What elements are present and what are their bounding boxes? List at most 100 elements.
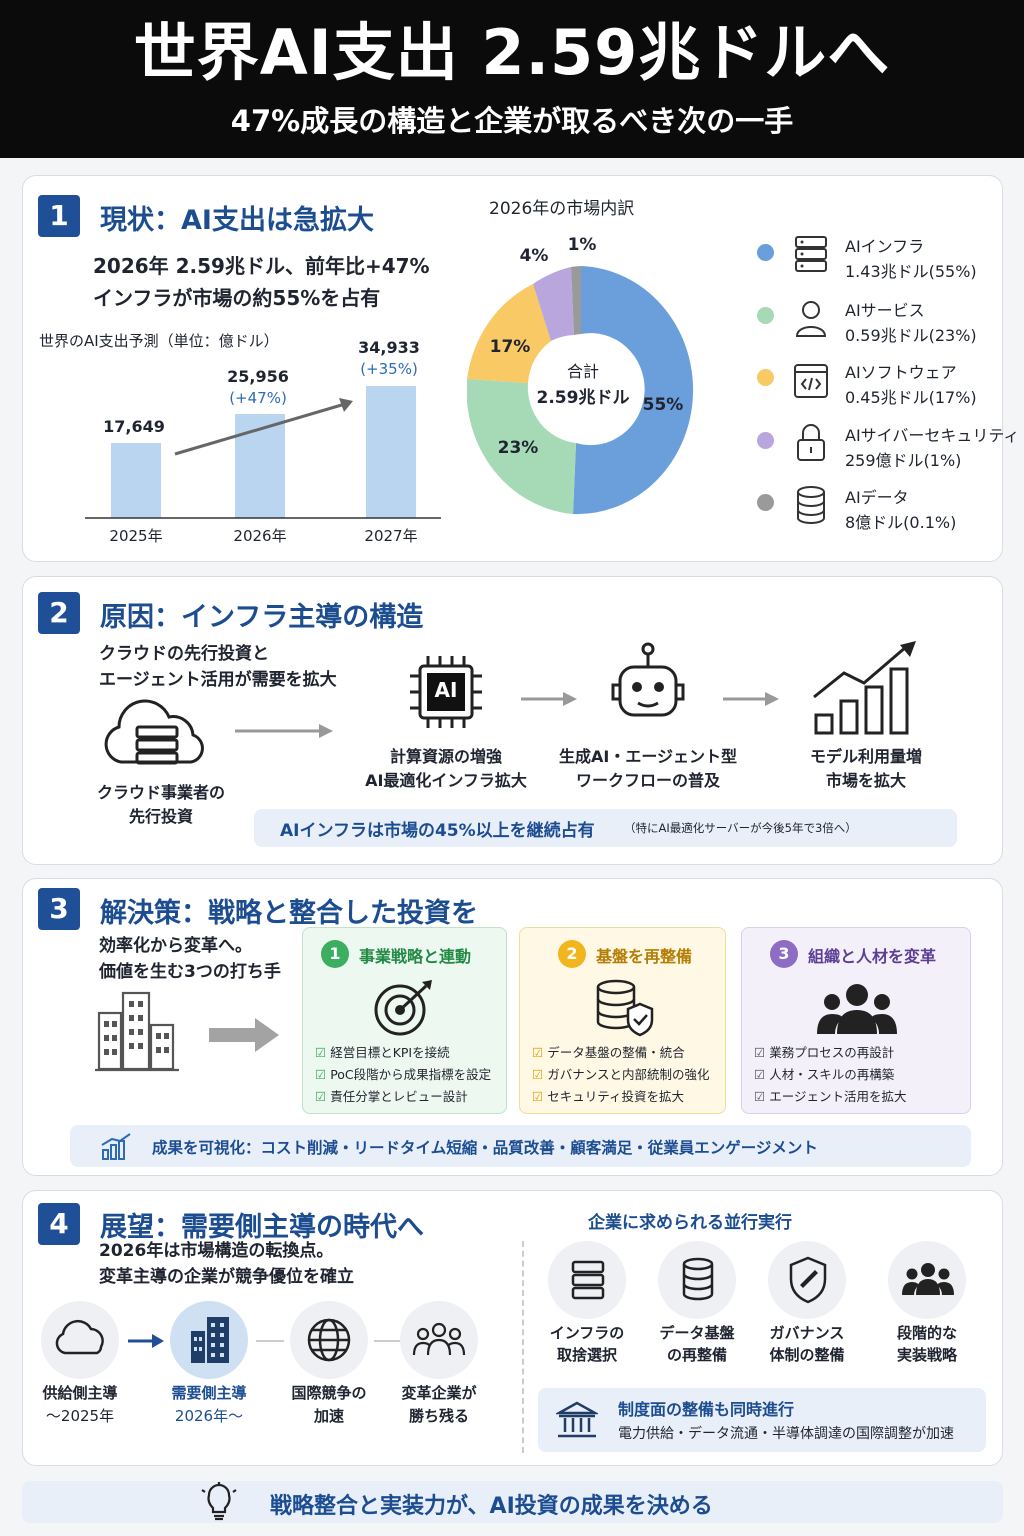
parallel-label-gov-2: 体制の整備 — [769, 1346, 845, 1364]
checklist-item: ☑ 人材・スキルの再構築 — [754, 1067, 895, 1082]
bar-2027 — [366, 386, 416, 518]
pie-label-services: 23% — [497, 438, 539, 458]
legend-value-software: 0.45兆ドル(17%) — [845, 388, 977, 407]
growth-arrow — [174, 402, 346, 456]
cloud-label-2: 先行投資 — [128, 807, 193, 826]
bar-value-2026: 25,956 — [227, 367, 289, 386]
section-title: 原因：インフラ主導の構造 — [100, 602, 424, 633]
step3-line-2: 市場を拡大 — [825, 771, 906, 790]
strategy-checklist: ☑ 経営目標とKPIを接続 ☑ PoC段階から成果指標を設定 ☑ 責任分掌とレビ… — [315, 1042, 491, 1108]
arrow-right-icon — [235, 724, 333, 738]
result-text: 成果を可視化：コスト削減・リードタイム短縮・品質改善・顧客満足・従業員エンゲージ… — [152, 1139, 818, 1157]
bar-2025 — [111, 443, 161, 518]
cloud-server-icon — [104, 699, 204, 765]
legend-name-services: AIサービス — [845, 301, 925, 320]
infra-note-detail: （特にAI最適化サーバーが今後5年で3倍へ） — [624, 821, 857, 835]
cause-intro-2: エージェント活用が需要を拡大 — [99, 670, 337, 690]
lightbulb-icon — [201, 1482, 237, 1521]
pie-title: 2026年の市場内訳 — [489, 199, 635, 219]
flow-label-demand: 需要側主導 — [171, 1384, 247, 1402]
flow-sub-winners: 勝ち残る — [408, 1407, 469, 1425]
solution-intro-1: 効率化から変革へ。 — [99, 936, 252, 956]
arrow-right-icon — [128, 1334, 164, 1348]
bar-growth-2027: (+35%) — [360, 360, 418, 378]
legend-dot-software — [757, 369, 774, 386]
legend-dot-services — [757, 307, 774, 324]
target-icon — [374, 980, 432, 1036]
section-current-status: 1 現状：AI支出は急拡大 2026年 2.59兆ドル、前年比+47% インフラ… — [22, 175, 1019, 562]
people-group-icon — [902, 1263, 954, 1295]
section-cause: 2 原因：インフラ主導の構造 クラウドの先行投資と エージェント活用が需要を拡大… — [22, 576, 1003, 865]
parallel-label-phased-2: 実装戦略 — [896, 1346, 957, 1364]
organization-checklist: ☑ 業務プロセスの再設計 ☑ 人材・スキルの再構築 ☑ エージェント活用を拡大 — [754, 1042, 906, 1108]
lock-icon — [797, 424, 825, 461]
cause-intro-1: クラウドの先行投資と — [99, 644, 269, 664]
step3-line-1: モデル利用量増 — [809, 747, 922, 766]
parallel-phased-circle — [888, 1241, 966, 1319]
checklist-item: ☑ セキュリティ投資を拡大 — [532, 1089, 684, 1104]
checklist-item: ☑ エージェント活用を拡大 — [754, 1089, 907, 1104]
robot-icon — [611, 642, 685, 717]
strategy-number: 1 — [321, 940, 349, 968]
step1-line-2: AI最適化インフラ拡大 — [365, 771, 527, 790]
legend-value-security: 259億ドル(1%) — [845, 451, 962, 470]
parallel-data-circle — [658, 1241, 736, 1319]
pie-center-value: 2.59兆ドル — [536, 388, 630, 408]
divider — [522, 1241, 524, 1453]
flow-label-competition: 国際競争の — [291, 1384, 367, 1402]
winners-circle — [400, 1301, 478, 1379]
bar-2026 — [235, 414, 285, 518]
flow-sub-supply: ～2025年 — [45, 1407, 115, 1425]
slice-infra — [573, 266, 694, 515]
infra-note: AIインフラは市場の45%以上を継続占有 — [280, 821, 595, 841]
flow-label-winners: 変革企業が — [401, 1384, 477, 1402]
summary-line-1: 2026年 2.59兆ドル、前年比+47% — [93, 254, 430, 278]
flow-sub-competition: 加速 — [313, 1407, 344, 1425]
bar-chart-icon — [101, 1133, 131, 1160]
slice-data — [571, 266, 581, 335]
bar-value-2027: 34,933 — [358, 338, 420, 357]
pie-label-software: 17% — [489, 337, 531, 357]
foundation-number: 2 — [558, 940, 586, 968]
server-icon — [795, 236, 827, 272]
pie-label-data: 1% — [567, 235, 597, 255]
slice-software — [467, 284, 551, 383]
bar-chart — [85, 386, 441, 519]
policy-box: 制度面の整備も同時進行 電力供給・データ流通・半導体調達の国際調整が加速 — [538, 1388, 986, 1452]
parallel-title: 企業に求められる並行実行 — [588, 1213, 792, 1233]
legend-name-infra: AIインフラ — [845, 237, 925, 256]
organization-number: 3 — [770, 940, 798, 968]
parallel-label-data-2: の再整備 — [666, 1346, 727, 1364]
connector-line — [374, 1340, 400, 1342]
demand-side-circle — [170, 1301, 248, 1379]
server-icon — [571, 1260, 605, 1300]
slice-services — [467, 379, 576, 514]
slice-security — [533, 267, 574, 341]
solution-intro-2: 価値を生む3つの打ち手 — [99, 962, 281, 982]
growth-arrow-head — [339, 398, 353, 412]
bar-label-2025: 2025年 — [109, 527, 163, 545]
foundation-title: 基盤を再整備 — [596, 947, 693, 966]
page-subtitle: 47%成長の構造と企業が取るべき次の一手 — [230, 104, 794, 138]
person-icon — [795, 301, 827, 337]
supply-side-circle — [41, 1301, 119, 1379]
section-number: 1 — [38, 195, 80, 237]
people-group-icon — [817, 984, 897, 1034]
section-number: 4 — [38, 1203, 80, 1245]
cloud-label-1: クラウド事業者の — [96, 783, 225, 802]
header-banner: 世界AI支出 2.59兆ドルへ 47%成長の構造と企業が取るべき次の一手 — [0, 0, 1024, 158]
cloud-icon — [55, 1319, 104, 1355]
arrow-right-icon — [521, 692, 577, 706]
pie-center-label: 合計 — [566, 362, 599, 381]
parallel-infra-circle — [548, 1241, 626, 1319]
section-title: 展望：需要側主導の時代へ — [100, 1212, 424, 1243]
globe-icon — [307, 1318, 351, 1362]
thick-arrow-icon — [209, 1018, 279, 1052]
pie-label-security: 4% — [519, 246, 549, 266]
bar-chart-title: 世界のAI支出予測（単位：億ドル） — [39, 332, 279, 350]
donut-chart — [467, 266, 694, 515]
organization-box: 3 組織と人材を変革 ☑ 業務プロセスの再設計 ☑ 人材・スキルの再構築 ☑ エ… — [741, 927, 971, 1114]
flow-sub-demand: 2026年～ — [174, 1407, 244, 1425]
policy-title: 制度面の整備も同時進行 — [618, 1400, 795, 1419]
database-shield-icon — [596, 979, 654, 1037]
